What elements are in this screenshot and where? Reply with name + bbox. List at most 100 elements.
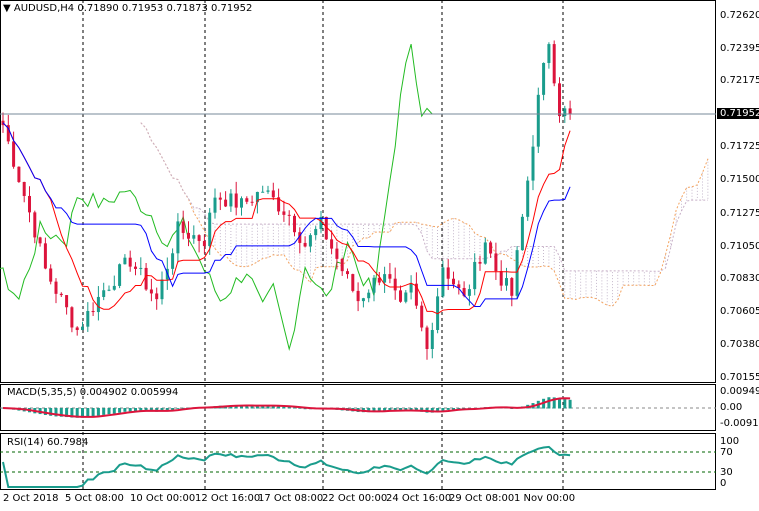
rsi-line (2, 445, 571, 488)
macd-histogram-bar (552, 397, 556, 409)
macd-histogram-bar (409, 408, 413, 411)
candle-body (303, 242, 307, 247)
candle-body (192, 235, 196, 239)
candle-body (409, 283, 413, 293)
macd-histogram-bar (383, 408, 387, 412)
time-axis-label: 5 Oct 08:00 (65, 493, 124, 504)
candle-body (160, 279, 164, 300)
candle-body (17, 166, 21, 182)
macd-histogram-bar (234, 405, 238, 409)
candle-body (266, 190, 270, 192)
macd-histogram-bar (81, 408, 84, 418)
candle-body (234, 193, 238, 208)
price-axis-label: 0.71275 (720, 207, 759, 219)
candle-body (361, 298, 365, 302)
macd-histogram-bar (134, 408, 137, 412)
macd-histogram-bar (377, 408, 381, 412)
macd-histogram-bar (261, 405, 265, 409)
candle-body (287, 214, 291, 216)
candle-body (499, 271, 503, 286)
macd-histogram-bar (287, 407, 291, 409)
candle-body (367, 292, 371, 299)
macd-histogram-bar (54, 408, 58, 417)
tenkan-sen-line (2, 122, 571, 315)
macd-histogram-bar (139, 408, 143, 411)
candle-body (102, 290, 106, 297)
candle-body (96, 296, 100, 313)
candle-body (49, 268, 53, 282)
candle-body (54, 281, 58, 294)
macd-histogram-bar (245, 405, 249, 409)
candle-body (430, 330, 434, 349)
candle-body (208, 212, 212, 247)
macd-histogram-bar (144, 408, 148, 412)
candle-body (489, 242, 493, 254)
kijun-sen-line (2, 122, 571, 308)
price-axis-label: 0.71725 (720, 141, 759, 153)
macd-histogram-bar (441, 408, 445, 411)
macd-histogram-bar (43, 408, 47, 416)
candle-body (12, 141, 16, 167)
candle-body (467, 289, 471, 296)
rsi-axis-70: 70 (720, 447, 733, 458)
candle-body (446, 267, 450, 279)
candle-body (75, 327, 79, 331)
candle-body (22, 181, 26, 196)
candle-body (213, 197, 217, 213)
macd-header: MACD(5,35,5) 0.004902 0.005994 (7, 387, 179, 398)
candle-body (6, 125, 10, 142)
time-axis-label: 22 Oct 00:00 (322, 493, 388, 504)
candle-body (478, 261, 482, 264)
candle-body (526, 180, 530, 217)
macd-histogram-bar (250, 405, 254, 409)
symbol-label: AUDUSD,H4 (13, 3, 75, 14)
chikou-span-line (0, 43, 433, 351)
candle-body (520, 216, 524, 251)
candle-body (144, 267, 148, 290)
candle-body (112, 285, 116, 290)
time-axis-label: 24 Oct 16:00 (386, 493, 452, 504)
macd-signal-line (2, 397, 571, 418)
symbol-header: ▼ AUDUSD,H4 0.71890 0.71953 0.71873 0.71… (3, 3, 252, 14)
candle-body (547, 44, 551, 63)
rsi-header: RSI(14) 60.7984 (7, 437, 89, 448)
rsi-axis-0: 0 (720, 478, 727, 489)
macd-histogram-bar (59, 408, 63, 417)
candle-body (399, 290, 402, 302)
macd-histogram-bar (255, 405, 259, 409)
candle-body (356, 290, 360, 302)
candle-body (139, 267, 143, 269)
candle-body (542, 62, 546, 95)
candle-body (33, 212, 37, 238)
candle-body (181, 221, 185, 233)
candle-body (224, 199, 228, 207)
candle-body (282, 211, 286, 215)
macd-histogram-bar (446, 408, 450, 410)
candle-body (298, 232, 302, 243)
macd-histogram-bar (181, 407, 185, 409)
candle-body (128, 257, 132, 267)
candle-body (134, 266, 137, 269)
candle-body (536, 94, 540, 147)
macd-histogram-bar (86, 408, 90, 418)
macd-histogram-bar (414, 408, 418, 412)
candle-body (149, 289, 153, 294)
candle-body (404, 292, 408, 302)
macd-axis-min: -0.009102 (720, 418, 759, 429)
candle-body (388, 274, 392, 279)
candle-body (425, 327, 429, 349)
candle-body (314, 229, 318, 236)
macd-axis-zero: 0.00 (720, 402, 743, 413)
candle-body (70, 307, 74, 328)
collapse-triangle-icon[interactable]: ▼ (3, 3, 14, 14)
candle-body (510, 278, 514, 296)
candle-body (457, 284, 461, 288)
candle-body (319, 216, 323, 230)
candle-body (261, 191, 265, 193)
price-axis-label: 0.72175 (720, 75, 759, 87)
candle-body (187, 232, 190, 239)
macd-histogram-bar (165, 408, 169, 411)
candle-body (65, 295, 69, 308)
